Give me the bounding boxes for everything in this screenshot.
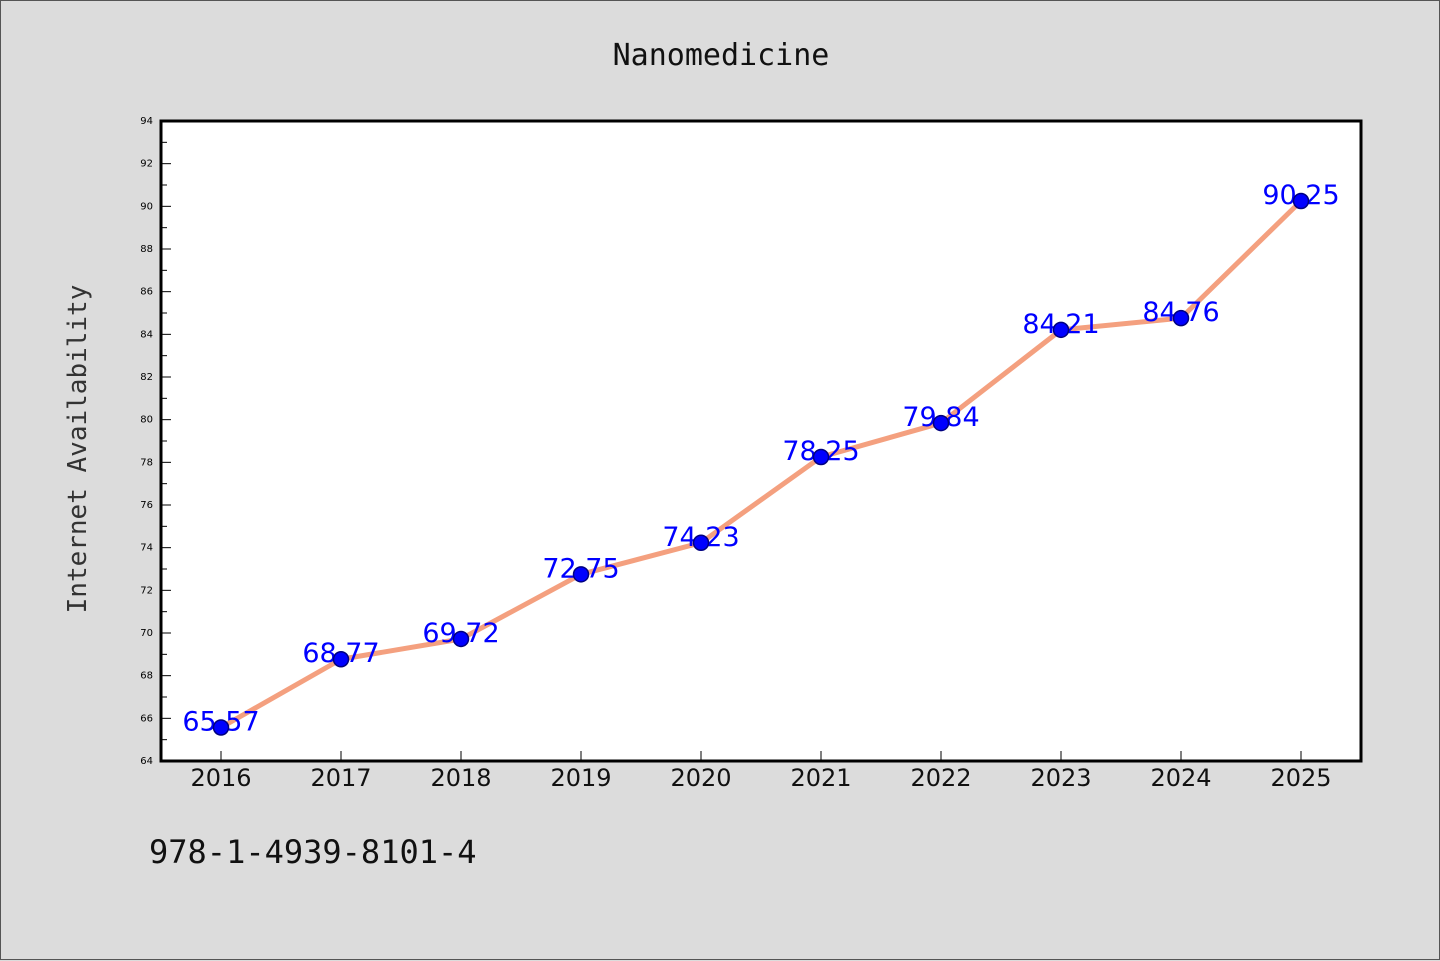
- y-tick-label: 84: [140, 329, 153, 340]
- chart-title: Nanomedicine: [613, 38, 830, 73]
- y-tick-label: 92: [140, 159, 153, 170]
- y-tick-label: 82: [140, 372, 153, 383]
- x-tick-label: 2016: [190, 764, 251, 792]
- y-tick-label: 70: [140, 628, 153, 639]
- footnote-isbn: 978-1-4939-8101-4: [149, 833, 477, 871]
- y-tick-label: 88: [140, 244, 153, 255]
- y-tick-label: 80: [140, 415, 153, 426]
- y-tick-label: 90: [140, 201, 153, 212]
- data-point: [1052, 321, 1070, 339]
- y-tick-label: 76: [140, 500, 153, 511]
- data-point: [932, 414, 950, 432]
- plot-border: [159, 119, 1363, 763]
- x-tick-label: 2025: [1270, 764, 1331, 792]
- y-axis-label: Internet Availability: [63, 285, 93, 614]
- data-point: [692, 534, 710, 552]
- y-tick-label: 74: [140, 543, 153, 554]
- y-tick-label: 86: [140, 287, 153, 298]
- data-point: [212, 719, 230, 736]
- data-point: [812, 448, 830, 466]
- y-tick-label: 94: [140, 116, 153, 127]
- data-point: [452, 630, 470, 648]
- x-tick-label: 2021: [790, 764, 851, 792]
- data-point: [1172, 309, 1190, 327]
- data-point: [572, 566, 590, 583]
- x-tick-label: 2020: [670, 764, 731, 792]
- data-point: [332, 650, 350, 668]
- y-tick-label: 68: [140, 671, 153, 682]
- x-axis: 2016 2017 2018 2019 2020 2021 2022 2023 2024 2025: [190, 751, 1332, 792]
- series-line: [218, 198, 1304, 731]
- data-point: [1292, 192, 1310, 210]
- x-tick-label: 2018: [430, 764, 491, 792]
- series-layer: 65.5768.7769.7272.7574.2378.2579.8484.21…: [182, 180, 1339, 738]
- x-tick-label: 2017: [310, 764, 371, 792]
- x-tick-label: 2019: [550, 764, 611, 792]
- y-tick-label: 66: [140, 713, 153, 724]
- x-tick-label: 2024: [1150, 764, 1211, 792]
- y-tick-label: 72: [140, 585, 153, 596]
- y-tick-label: 78: [140, 457, 153, 468]
- x-tick-label: 2023: [1030, 764, 1091, 792]
- y-tick-label: 64: [140, 756, 153, 767]
- x-tick-label: 2022: [910, 764, 971, 792]
